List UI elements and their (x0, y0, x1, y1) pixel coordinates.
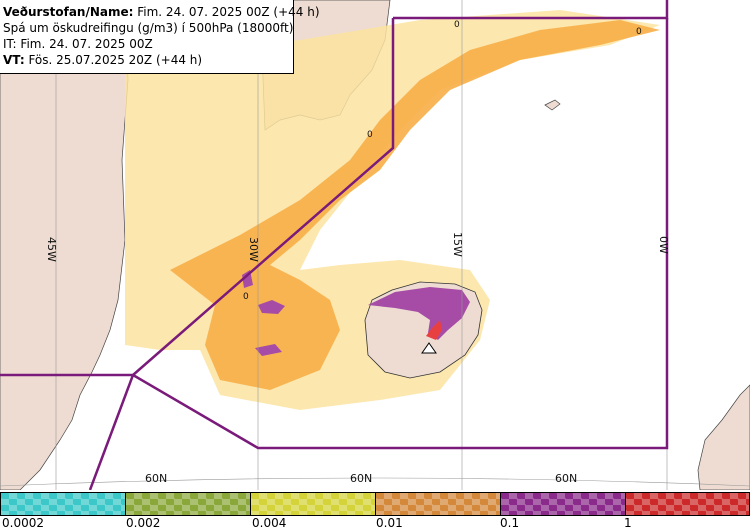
map-canvas (0, 0, 750, 490)
legend-segment-cyan (0, 492, 126, 516)
lat-label-60n: 60N (555, 472, 578, 485)
lon-label-45w: 45W (45, 237, 58, 262)
info-vt-label: VT: (3, 53, 25, 67)
legend-colorbar (0, 492, 750, 516)
legend-segment-red (625, 492, 750, 516)
info-line-it: IT: Fim. 24. 07. 2025 00Z (3, 37, 153, 51)
boundary-right-segment (132, 18, 395, 376)
ash-purple-patch (258, 300, 285, 314)
small-island (544, 99, 561, 111)
ash-purple-zone (368, 287, 470, 340)
lat-label-60n: 60N (145, 472, 168, 485)
lat-label-60n: 60N (350, 472, 373, 485)
boundary-bottom-segment (132, 18, 669, 450)
info-line-forecast: Spá um öskudreifingu (g/m3) í 500hPa (18… (3, 21, 294, 35)
legend-segment-yellow (250, 492, 376, 516)
ash-red-zone (426, 320, 442, 340)
legend-tick: 0.004 (252, 516, 287, 530)
forecast-info-box: Veðurstofan/Name: Fim. 24. 07. 2025 00Z … (0, 0, 320, 74)
zero-marker: 0 (243, 292, 249, 302)
legend-tick: 0.0002 (2, 516, 44, 530)
legend-tick: 0.002 (126, 516, 161, 530)
ash-purple-patch-3 (255, 344, 282, 356)
vaac-boundary (0, 0, 669, 490)
lon-label-30w: 30W (247, 237, 260, 262)
lon-label-15w: 15W (451, 232, 464, 257)
legend-tick: 0.1 (500, 516, 520, 530)
zero-marker: 0 (367, 130, 373, 140)
volcano-icon (421, 342, 437, 354)
legend-segment-olive (125, 492, 251, 516)
zero-marker: 0 (636, 27, 642, 37)
lon-label-0w: 0W (657, 236, 670, 254)
legend-segment-purple (500, 492, 626, 516)
ash-purple-patch-2 (242, 270, 253, 288)
ash-orange-zone (170, 20, 660, 390)
info-line-name: Veðurstofan/Name: Fim. 24. 07. 2025 00Z … (3, 4, 320, 20)
northeast-land (697, 384, 750, 490)
concentration-legend: 0.0002 0.002 0.004 0.01 0.1 1 (0, 490, 750, 532)
legend-tick: 1 (624, 516, 632, 530)
zero-marker: 0 (454, 20, 460, 30)
ash-dispersion-map[interactable]: 0 0 0 0 45W 30W 15W 0W 60N 60N 60N (0, 0, 750, 490)
info-vt-value: Fös. 25.07.2025 20Z (+44 h) (24, 53, 203, 67)
info-name-value: Fim. 24. 07. 2025 00Z (+44 h) (133, 5, 320, 19)
info-name-label: Veðurstofan/Name: (3, 5, 134, 19)
boundary-diagonal-segment (88, 374, 135, 490)
parallel-60n (0, 477, 750, 487)
info-line-vt: VT: Fös. 25.07.2025 20Z (+44 h) (3, 52, 293, 68)
legend-segment-orange (375, 492, 501, 516)
legend-tick: 0.01 (376, 516, 403, 530)
